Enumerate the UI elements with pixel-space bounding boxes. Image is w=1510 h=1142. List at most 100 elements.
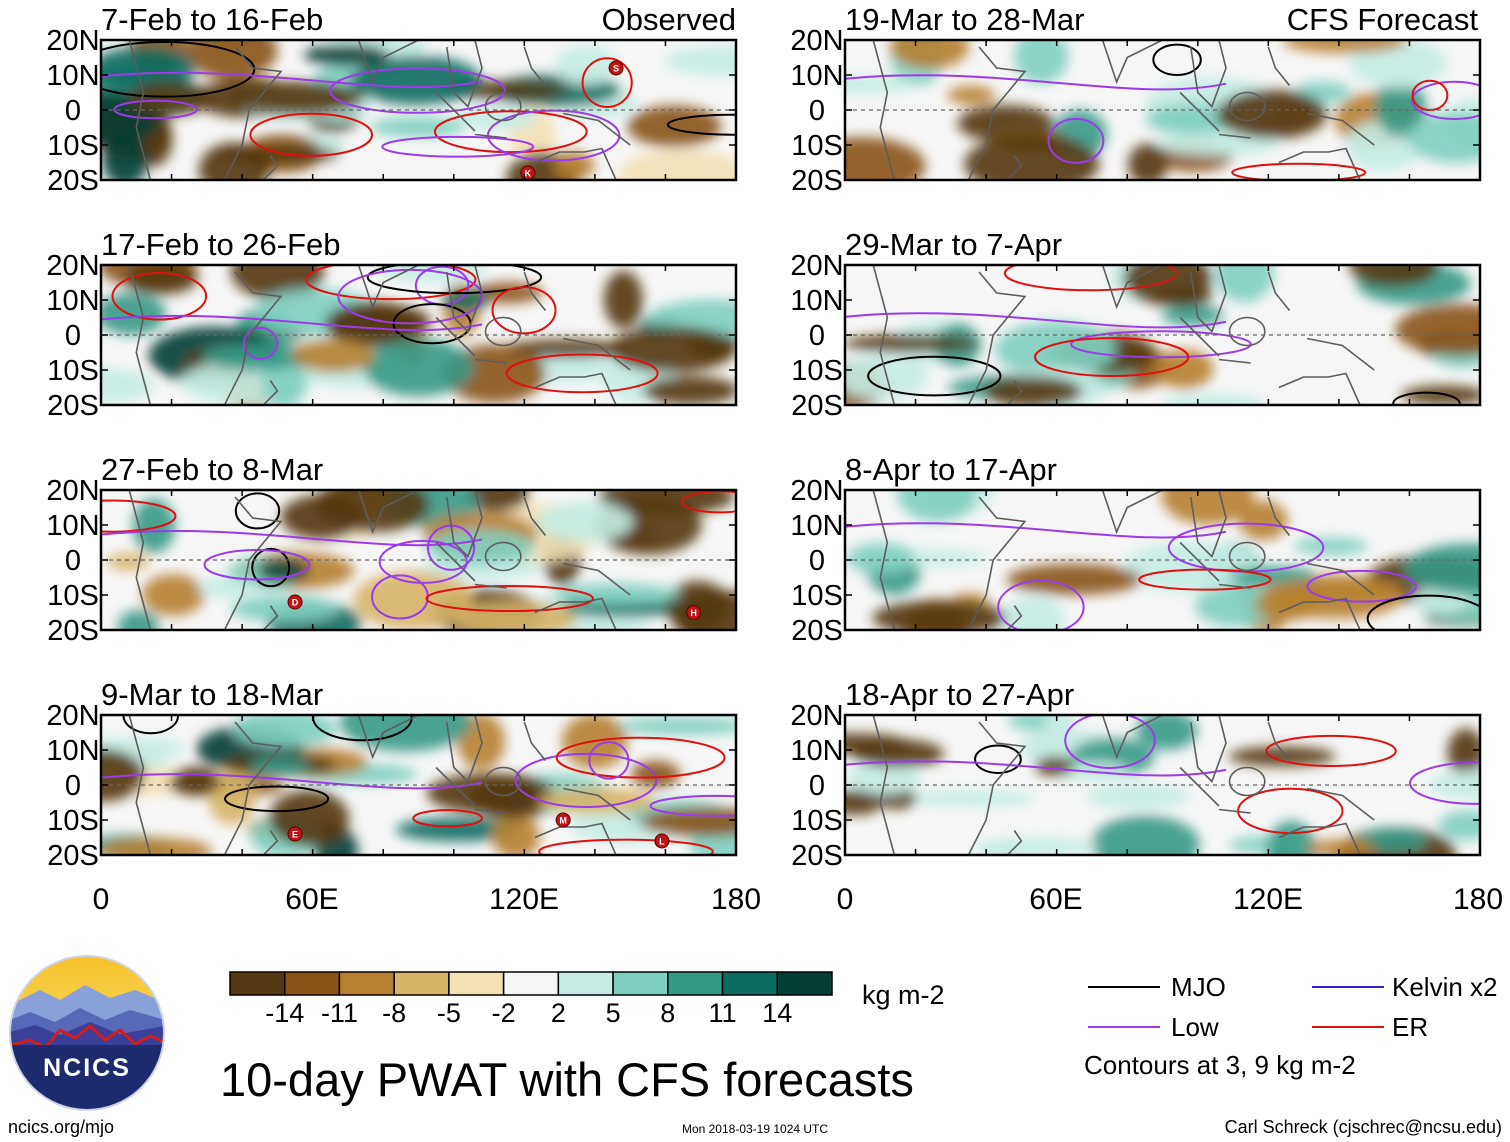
storm-marker: D [287,594,303,610]
y-tick-label: 10N [790,510,843,542]
colorbar-label: 8 [660,998,675,1028]
timestamp: Mon 2018-03-19 1024 UTC [682,1122,828,1136]
x-tick-label: 180 [1453,883,1503,916]
website-link[interactable]: ncics.org/mjo [8,1117,114,1137]
colorbar-label: -5 [437,998,461,1028]
colorbar-label: 5 [606,998,621,1028]
y-tick-label: 10N [46,285,99,317]
panel-title: 19-Mar to 28-Mar [845,2,1084,37]
panel-title: 8-Apr to 17-Apr [845,452,1057,487]
contours [845,265,1461,405]
y-tick-label: 20S [47,840,99,872]
anomaly-field [845,715,1480,855]
y-tick-label: 10S [791,130,843,162]
colorbar-swatch [721,971,779,996]
coastlines [872,40,1375,180]
svg-text:D: D [292,598,299,608]
y-tick-label: 10S [791,355,843,387]
x-tick-label: 120E [1233,883,1303,916]
anomaly-field [845,40,1480,180]
y-tick-label: 10N [46,510,99,542]
y-tick-label: 20S [47,165,99,197]
colorbar-label: 14 [762,998,792,1028]
x-tick-label: 180 [711,883,761,916]
y-tick-label: 0 [809,770,825,802]
coastlines [128,715,631,855]
colorbar-label: 11 [709,998,737,1028]
coastlines [128,265,631,405]
storm-marker: M [555,812,571,828]
y-tick-label: 20S [791,615,843,647]
y-tick-label: 10S [791,580,843,612]
anomaly-field [101,265,736,405]
x-axis-labels-observed: 0 60E 120E 180 [93,883,761,916]
storm-marker: E [287,826,303,842]
y-tick-label: 10S [791,805,843,837]
anomaly-field [101,715,736,855]
y-tick-label: 20N [46,250,99,282]
y-tick-label: 0 [65,320,81,352]
anomaly-field [846,490,1480,630]
x-tick-label: 0 [837,883,854,916]
colorbar-swatch [393,971,450,996]
y-tick-label: 20S [791,390,843,422]
y-tick-label: 10S [47,580,99,612]
svg-text:E: E [292,830,298,840]
contours [845,43,1480,180]
colorbar-label: -2 [492,998,516,1028]
y-tick-label: 0 [809,320,825,352]
y-tick-label: 20S [47,390,99,422]
svg-text:M: M [559,816,567,826]
svg-text:L: L [659,837,665,847]
colorbar-swatch [612,971,669,996]
y-tick-label: 10N [790,735,843,767]
legend-label-low: Low [1171,1012,1219,1042]
y-tick-label: 10N [46,735,99,767]
y-tick-label: 0 [809,95,825,127]
colorbar-swatch [557,971,614,996]
y-tick-label: 20S [791,165,843,197]
ncics-logo: NCICS [9,955,165,1111]
y-tick-label: 20S [791,840,843,872]
legend-label-kelvin: Kelvin x2 [1392,972,1498,1002]
x-axis-labels-forecast: 0 60E 120E 180 [837,883,1503,916]
x-tick-label: 120E [489,883,559,916]
y-tick-label: 20N [46,700,99,732]
colorbar-swatch [448,971,505,996]
y-tick-label: 10S [47,355,99,387]
y-tick-label: 0 [65,95,81,127]
y-tick-label: 20S [47,615,99,647]
legend-label-er: ER [1392,1012,1428,1042]
storm-marker: H [686,605,702,620]
figure-title: 10-day PWAT with CFS forecasts [220,1053,914,1106]
coastlines [872,490,1375,630]
colorbar-label: 2 [551,998,566,1028]
y-tick-label: 20N [790,250,843,282]
panel-title: 17-Feb to 26-Feb [101,227,341,262]
colorbar-label: -8 [382,998,406,1028]
colorbar-label: -11 [321,998,358,1028]
coastlines [128,40,631,180]
y-tick-label: 20N [790,700,843,732]
y-tick-label: 20N [46,25,99,57]
colorbar-swatch [667,971,724,996]
x-tick-label: 0 [93,883,110,916]
storm-marker: S [608,60,624,76]
legend-label-mjo: MJO [1171,972,1226,1002]
panel-title: 7-Feb to 16-Feb [101,2,323,37]
coastlines [872,715,1375,855]
y-tick-label: 10N [790,60,843,92]
contour-note: Contours at 3, 9 kg m-2 [1084,1050,1356,1080]
y-tick-label: 10N [46,60,99,92]
panel-title: 9-Mar to 18-Mar [101,677,323,712]
y-tick-label: 0 [809,545,825,577]
svg-text:S: S [613,64,619,74]
panel-title: 27-Feb to 8-Mar [101,452,323,487]
